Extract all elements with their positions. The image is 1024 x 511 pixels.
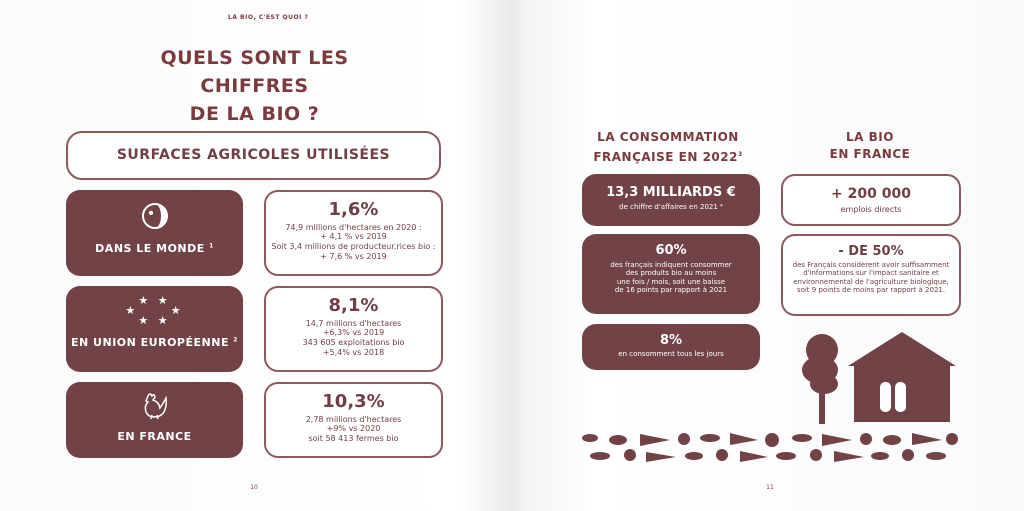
card-line: de 16 points par rapport à 2021 — [614, 286, 728, 295]
card-line: emplois directs — [840, 205, 902, 214]
consumption-heading: LA CONSOMMATION FRANÇAISE EN 20223 — [588, 129, 748, 166]
page-number-left: 10 — [250, 484, 258, 491]
house-icon — [848, 332, 956, 422]
region-card-eu: ★ ★ ★ ★ ★ ★ EN UNION EUROPÉENNE 2 — [66, 286, 243, 372]
globe-icon — [141, 203, 168, 229]
stat-percent-world: 1,6% — [328, 199, 379, 220]
france-card-information: - DE 50% des Français considèrent avoir … — [781, 234, 961, 316]
region-card-france: EN FRANCE — [66, 382, 243, 458]
card-line: des produits bio au moins — [625, 269, 717, 278]
tree-icon — [802, 334, 838, 424]
stat-card-eu: 8,1% 14,7 millions d'hectares +6,3% vs 2… — [264, 286, 443, 372]
page-number-right: 11 — [766, 484, 774, 491]
eu-stars-icon: ★ ★ ★ ★ ★ ★ — [125, 294, 184, 327]
card-line: en consomment tous les jours — [618, 350, 724, 358]
region-label-eu: EN UNION EUROPÉENNE — [71, 336, 229, 349]
stat-line: +9% vs 2020 — [326, 424, 381, 434]
stat-percent-eu: 8,1% — [328, 295, 379, 316]
region-label-world: DANS LE MONDE — [95, 242, 205, 255]
consumption-heading-line1: LA CONSOMMATION — [597, 130, 739, 144]
card-figure: 13,3 MILLIARDS € — [606, 185, 736, 200]
page-title-line2: DE LA BIO ? — [189, 103, 320, 125]
stat-card-france: 10,3% 2,78 millions d'hectares +9% vs 20… — [264, 382, 443, 458]
stat-line: 2,78 millions d'hectares — [305, 414, 402, 424]
stat-line: +5,4% vs 2018 — [322, 347, 385, 357]
consumption-card-monthly: 60% des français indiquent consommer des… — [582, 234, 760, 314]
stat-line: + 4,1 % vs 2019 — [320, 232, 387, 242]
card-line: environnemental de l'agriculture biologi… — [793, 277, 949, 286]
page-title-line1: QUELS SONT LES CHIFFRES — [160, 47, 349, 97]
consumption-card-daily: 8% en consomment tous les jours — [582, 324, 760, 370]
running-head: LA BIO, C'EST QUOI ? — [228, 14, 309, 21]
region-card-world: DANS LE MONDE 1 — [66, 190, 243, 276]
stat-line: + 7,6 % vs 2019 — [320, 251, 387, 261]
stat-line: 343 605 exploitations bio — [302, 337, 405, 347]
stat-line: 74,9 millions d'hectares en 2020 : — [285, 222, 422, 232]
card-line: soit 9 points de moins par rapport à 202… — [796, 286, 946, 295]
card-figure: + 200 000 — [831, 186, 911, 202]
card-figure: - DE 50% — [838, 244, 904, 259]
card-line: une fois / mois, soit une baisse — [616, 277, 726, 286]
footnote-3: 3 — [737, 151, 743, 158]
france-heading-line2: EN FRANCE — [829, 147, 911, 161]
stat-line: 14,7 millions d'hectares — [305, 318, 402, 328]
consumption-card-revenue: 13,3 MILLIARDS € de chiffre d'affaires e… — [582, 174, 760, 226]
stat-line: +6,3% vs 2019 — [322, 328, 385, 338]
consumption-heading-line2: FRANÇAISE EN 2022 — [593, 150, 738, 164]
vegetables-icon — [582, 433, 958, 462]
france-heading: LA BIO EN FRANCE — [790, 129, 950, 163]
card-figure: 8% — [659, 333, 683, 348]
section-label: SURFACES AGRICOLES UTILISÉES — [66, 131, 441, 180]
stat-card-world: 1,6% 74,9 millions d'hectares en 2020 : … — [264, 190, 443, 276]
rooster-icon — [144, 393, 167, 420]
card-line: des Français considèrent avoir suffisamm… — [792, 261, 950, 269]
stat-line: Soit 3,4 millions de producteur.rices bi… — [271, 241, 436, 251]
card-figure: 60% — [655, 243, 687, 258]
footnote-1: 1 — [209, 242, 214, 250]
france-card-jobs: + 200 000 emplois directs — [781, 174, 961, 226]
card-line: des français indiquent consommer — [610, 261, 732, 269]
card-line: d'informations sur l'impact sanitaire et — [803, 269, 939, 278]
stat-line: soit 58 413 fermes bio — [308, 433, 399, 443]
card-line: de chiffre d'affaires en 2021 ⁴ — [619, 203, 723, 211]
footnote-2: 2 — [233, 336, 238, 344]
page-title: QUELS SONT LES CHIFFRES DE LA BIO ? — [122, 44, 387, 128]
france-heading-line1: LA BIO — [846, 130, 894, 144]
stat-percent-france: 10,3% — [322, 391, 385, 412]
region-label-france: EN FRANCE — [117, 430, 192, 443]
